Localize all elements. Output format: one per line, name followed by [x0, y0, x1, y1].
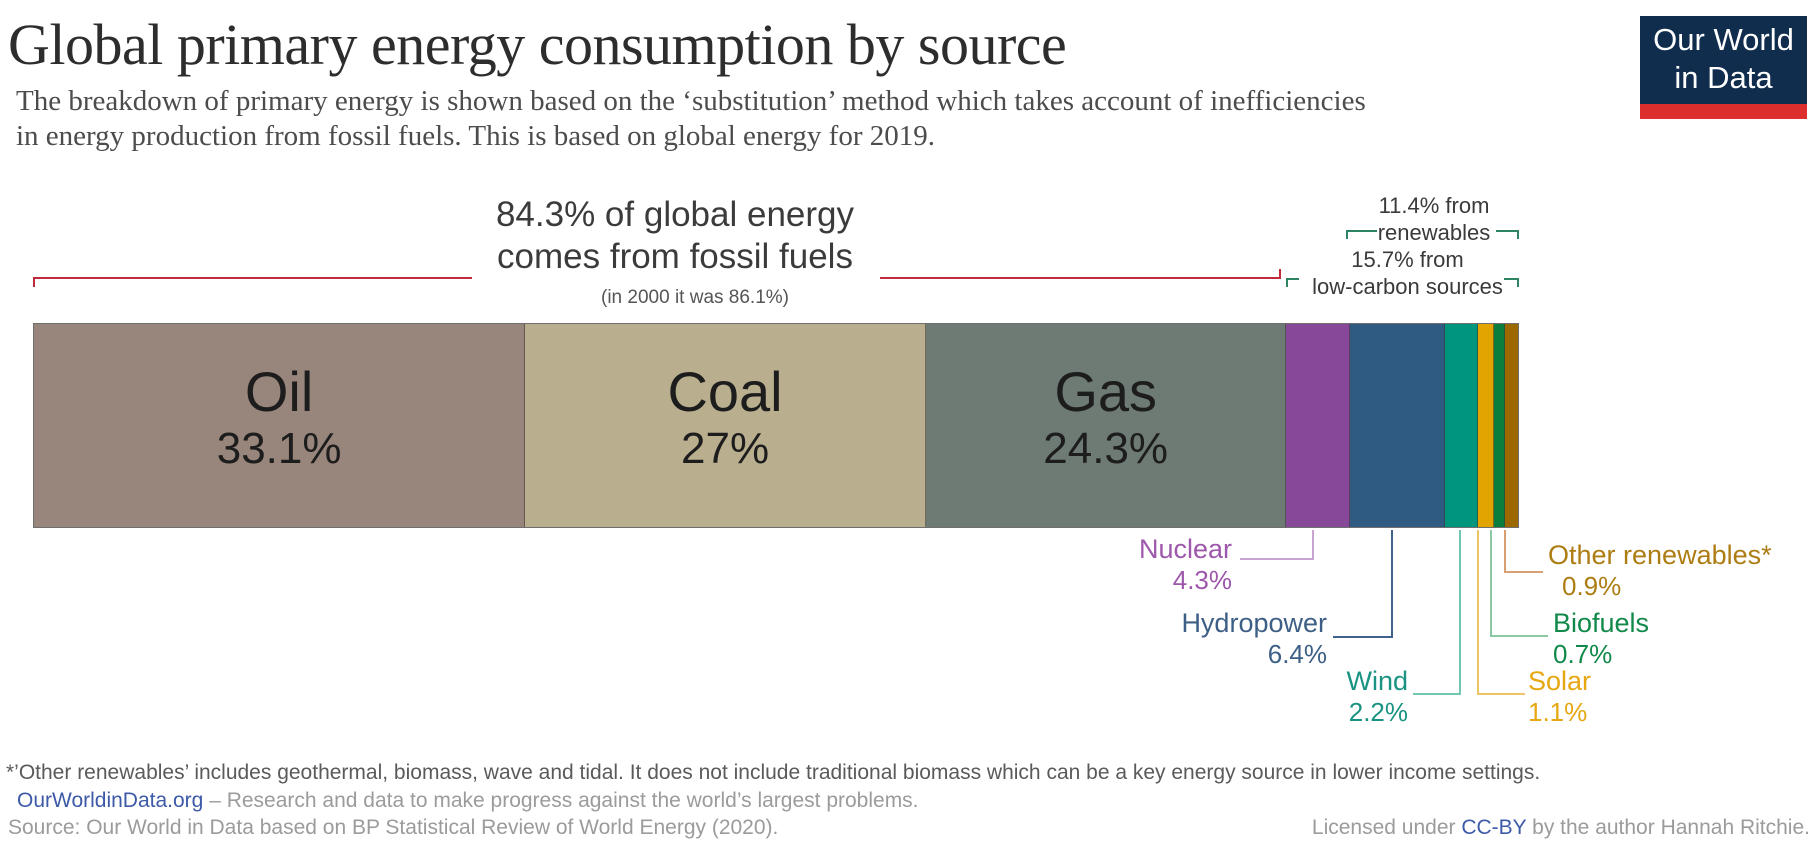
chart-subtitle: The breakdown of primary energy is shown… [16, 84, 1366, 154]
license-line: Licensed under CC-BY by the author Hanna… [1312, 815, 1810, 840]
biofuels-leader-line [1490, 530, 1548, 637]
other-renewables-callout: Other renewables* 0.9% [1548, 540, 1772, 600]
nuclear-leader-line [1240, 530, 1314, 560]
footnote: *’Other renewables’ includes geothermal,… [6, 761, 1541, 784]
renewables-share-annotation: 11.4% from renewables [1377, 193, 1491, 245]
low-carbon-bracket-left [1286, 278, 1299, 287]
nuclear-pct: 4.3% [1172, 565, 1232, 595]
bar-segment-biofuels [1494, 324, 1505, 527]
nuclear-callout: Nuclear 4.3% [1028, 534, 1232, 594]
bar-segment-gas: Gas 24.3% [925, 324, 1287, 527]
segment-pct-label: 33.1% [216, 424, 342, 473]
segment-pct-label: 24.3% [1043, 424, 1169, 473]
bar-segment-oil: Oil 33.1% [34, 324, 526, 527]
nuclear-label: Nuclear [1138, 534, 1232, 564]
subtitle-line1: The breakdown of primary energy is shown… [16, 85, 1366, 117]
biofuels-callout: Biofuels 0.7% [1553, 608, 1649, 668]
hydropower-callout: Hydropower 6.4% [1100, 608, 1327, 668]
page-title: Global primary energy consumption by sou… [8, 12, 1067, 77]
site-credit: OurWorldinData.org – Research and data t… [17, 788, 919, 813]
owid-logo[interactable]: Our World in Data [1640, 16, 1807, 119]
energy-stacked-bar: Oil 33.1% Coal 27% Gas 24.3% [33, 323, 1519, 528]
site-tagline: – Research and data to make progress aga… [203, 789, 919, 812]
hydropower-pct: 6.4% [1267, 639, 1327, 669]
bar-segment-solar [1477, 324, 1495, 527]
fossil-bracket-right [880, 269, 1281, 279]
solar-leader-line [1477, 530, 1525, 695]
fossil-bracket-left [33, 277, 472, 287]
segment-name-label: Coal [667, 360, 783, 423]
owid-site-link[interactable]: OurWorldinData.org [17, 789, 204, 812]
bar-segment-coal: Coal 27% [525, 324, 926, 527]
wind-callout: Wind 2.2% [1250, 666, 1408, 726]
low-carbon-share-annotation: 15.7% from low-carbon sources [1312, 247, 1503, 299]
logo-red-stripe [1640, 104, 1807, 119]
biofuels-pct: 0.7% [1553, 639, 1613, 669]
owid-logo-text: Our World in Data [1640, 16, 1807, 104]
bar-segment-other-renewables [1504, 324, 1518, 527]
solar-pct: 1.1% [1528, 697, 1588, 727]
bar-segment-wind [1445, 324, 1478, 527]
license-prefix: Licensed under [1311, 816, 1462, 839]
segment-name-label: Oil [244, 360, 314, 423]
segment-pct-label: 27% [681, 424, 770, 473]
fossil-share-note: (in 2000 it was 86.1%) [601, 287, 789, 308]
hydropower-label: Hydropower [1181, 608, 1327, 638]
low-carbon-bracket-right [1504, 278, 1519, 287]
biofuels-label: Biofuels [1553, 608, 1650, 638]
wind-label: Wind [1346, 666, 1408, 696]
renewables-bracket-left [1346, 230, 1377, 239]
other-renewables-leader-line [1504, 530, 1543, 573]
cc-by-link[interactable]: CC-BY [1461, 816, 1527, 839]
bar-segment-nuclear [1286, 324, 1351, 527]
source-line: Source: Our World in Data based on BP St… [8, 816, 779, 839]
wind-pct: 2.2% [1348, 697, 1408, 727]
hydropower-leader-line [1333, 530, 1393, 638]
segment-name-label: Gas [1054, 360, 1158, 423]
solar-callout: Solar 1.1% [1528, 666, 1591, 726]
renewables-bracket-right [1496, 230, 1519, 239]
solar-label: Solar [1528, 666, 1592, 696]
bar-segment-hydropower [1350, 324, 1446, 527]
other-renewables-pct: 0.9% [1562, 571, 1622, 601]
subtitle-line2: in energy production from fossil fuels. … [16, 120, 935, 152]
wind-leader-line [1413, 530, 1461, 695]
fossil-share-annotation: 84.3% of global energy comes from fossil… [495, 195, 855, 276]
license-suffix: by the author Hannah Ritchie. [1526, 816, 1810, 839]
other-renewables-label: Other renewables* [1548, 540, 1772, 570]
